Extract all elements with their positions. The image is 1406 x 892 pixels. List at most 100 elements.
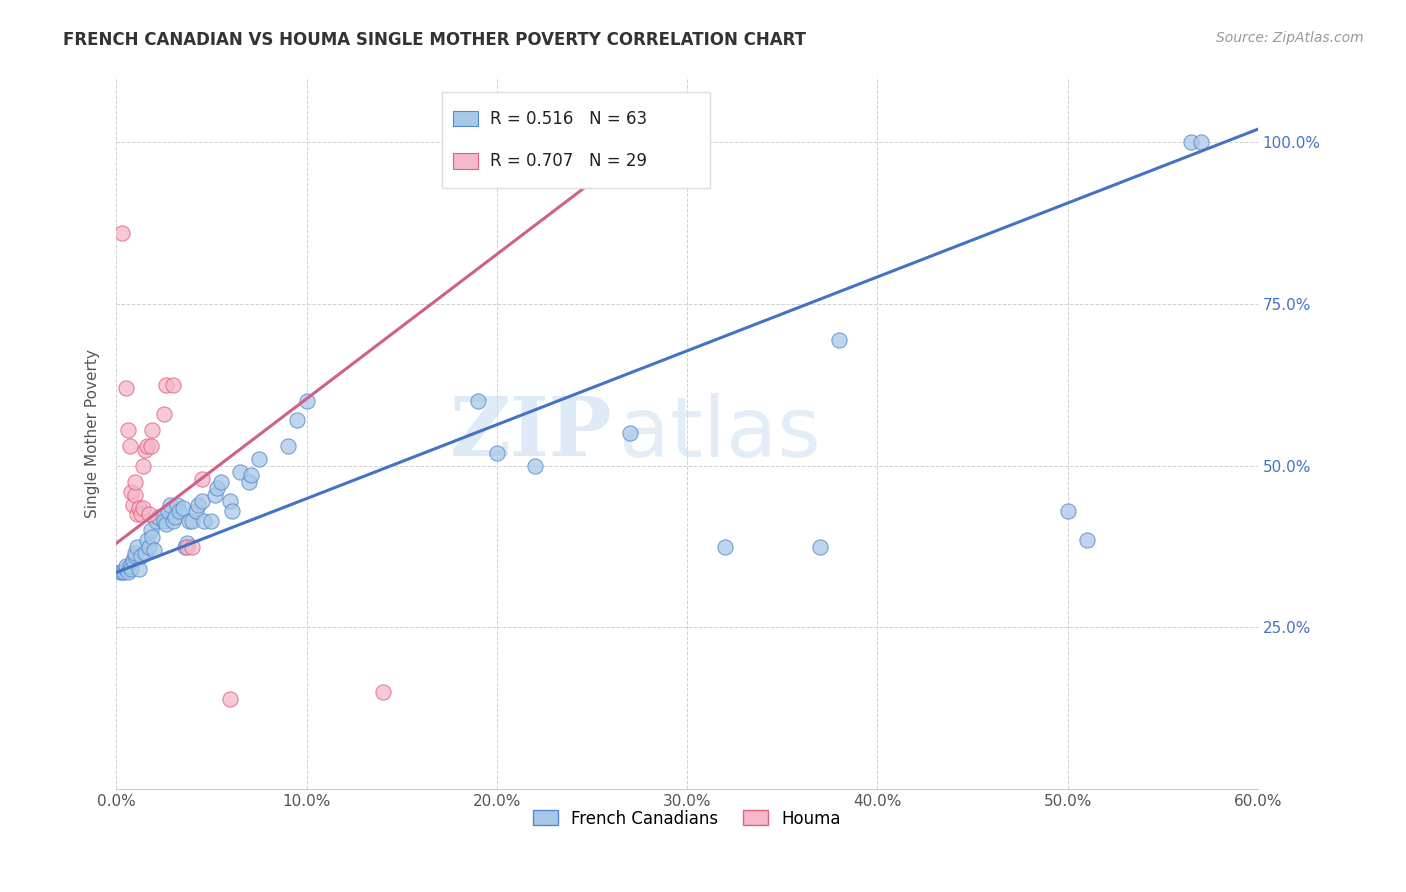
Point xyxy=(111,226,134,240)
Point xyxy=(134,546,156,560)
Legend: French Canadians, Houma: French Canadians, Houma xyxy=(526,803,848,834)
FancyBboxPatch shape xyxy=(441,92,710,187)
Point xyxy=(165,510,187,524)
Point xyxy=(371,685,394,699)
Point xyxy=(141,530,163,544)
Point xyxy=(117,566,139,580)
Text: Source: ZipAtlas.com: Source: ZipAtlas.com xyxy=(1216,31,1364,45)
Point xyxy=(112,566,135,580)
Point xyxy=(181,540,204,554)
Point xyxy=(127,540,149,554)
Point xyxy=(138,540,160,554)
Point xyxy=(209,475,232,489)
Point xyxy=(238,475,260,489)
Point xyxy=(221,504,243,518)
Point xyxy=(1056,504,1078,518)
Point xyxy=(124,488,146,502)
Point xyxy=(162,514,184,528)
Point xyxy=(172,500,194,515)
Point xyxy=(135,533,157,547)
Point xyxy=(138,507,160,521)
Point xyxy=(118,559,141,574)
Text: ZIP: ZIP xyxy=(450,393,613,474)
Point xyxy=(295,394,318,409)
Point xyxy=(141,423,163,437)
Point xyxy=(155,516,177,531)
Point xyxy=(176,540,198,554)
Point xyxy=(167,504,190,518)
Point xyxy=(523,458,546,473)
Point xyxy=(204,488,226,502)
Point xyxy=(156,504,179,518)
Point xyxy=(219,691,242,706)
Point xyxy=(132,458,155,473)
Point xyxy=(143,542,166,557)
Point xyxy=(285,413,308,427)
Text: FRENCH CANADIAN VS HOUMA SINGLE MOTHER POVERTY CORRELATION CHART: FRENCH CANADIAN VS HOUMA SINGLE MOTHER P… xyxy=(63,31,806,49)
Point xyxy=(122,552,145,566)
Point xyxy=(186,504,208,518)
Point xyxy=(166,498,188,512)
Point xyxy=(145,514,167,528)
Point xyxy=(134,442,156,457)
Point xyxy=(128,500,150,515)
Point xyxy=(118,439,141,453)
Point xyxy=(808,540,831,554)
Point xyxy=(153,514,176,528)
Point xyxy=(139,524,162,538)
Point xyxy=(114,562,136,576)
Point xyxy=(187,498,209,512)
Point xyxy=(240,468,263,483)
Point xyxy=(191,472,214,486)
Y-axis label: Single Mother Poverty: Single Mother Poverty xyxy=(86,349,100,517)
Point xyxy=(124,546,146,560)
Point xyxy=(121,484,143,499)
Point xyxy=(485,135,508,149)
Text: R = 0.516   N = 63: R = 0.516 N = 63 xyxy=(489,110,647,128)
Point xyxy=(117,423,139,437)
Text: atlas: atlas xyxy=(619,392,820,474)
Point xyxy=(276,439,298,453)
Point xyxy=(714,540,737,554)
Point xyxy=(173,540,195,554)
Point xyxy=(1189,135,1212,149)
Point xyxy=(139,439,162,453)
Point xyxy=(108,566,131,580)
Text: R = 0.707   N = 29: R = 0.707 N = 29 xyxy=(489,152,647,169)
Point xyxy=(159,498,181,512)
Point xyxy=(543,135,565,149)
Point xyxy=(111,566,134,580)
Point xyxy=(153,407,176,421)
Point xyxy=(132,500,155,515)
Point xyxy=(191,494,214,508)
Point xyxy=(219,494,242,508)
Point xyxy=(162,377,184,392)
Point xyxy=(135,439,157,453)
Point xyxy=(485,446,508,460)
Point xyxy=(176,536,198,550)
Point xyxy=(129,549,152,564)
Point xyxy=(828,333,851,347)
Point xyxy=(122,498,145,512)
Point xyxy=(127,507,149,521)
Point xyxy=(124,549,146,564)
Point xyxy=(146,510,169,524)
Point xyxy=(205,481,228,495)
FancyBboxPatch shape xyxy=(453,153,478,169)
Point xyxy=(229,465,252,479)
Point xyxy=(1180,135,1202,149)
Point xyxy=(129,507,152,521)
Point xyxy=(128,562,150,576)
Point xyxy=(155,377,177,392)
Point xyxy=(1076,533,1098,547)
Point xyxy=(114,559,136,574)
FancyBboxPatch shape xyxy=(453,111,478,127)
Point xyxy=(124,475,146,489)
Point xyxy=(177,514,200,528)
Point xyxy=(467,394,489,409)
Point xyxy=(114,381,136,395)
Point xyxy=(619,135,641,149)
Point xyxy=(619,426,641,441)
Point xyxy=(200,514,222,528)
Point xyxy=(247,452,270,467)
